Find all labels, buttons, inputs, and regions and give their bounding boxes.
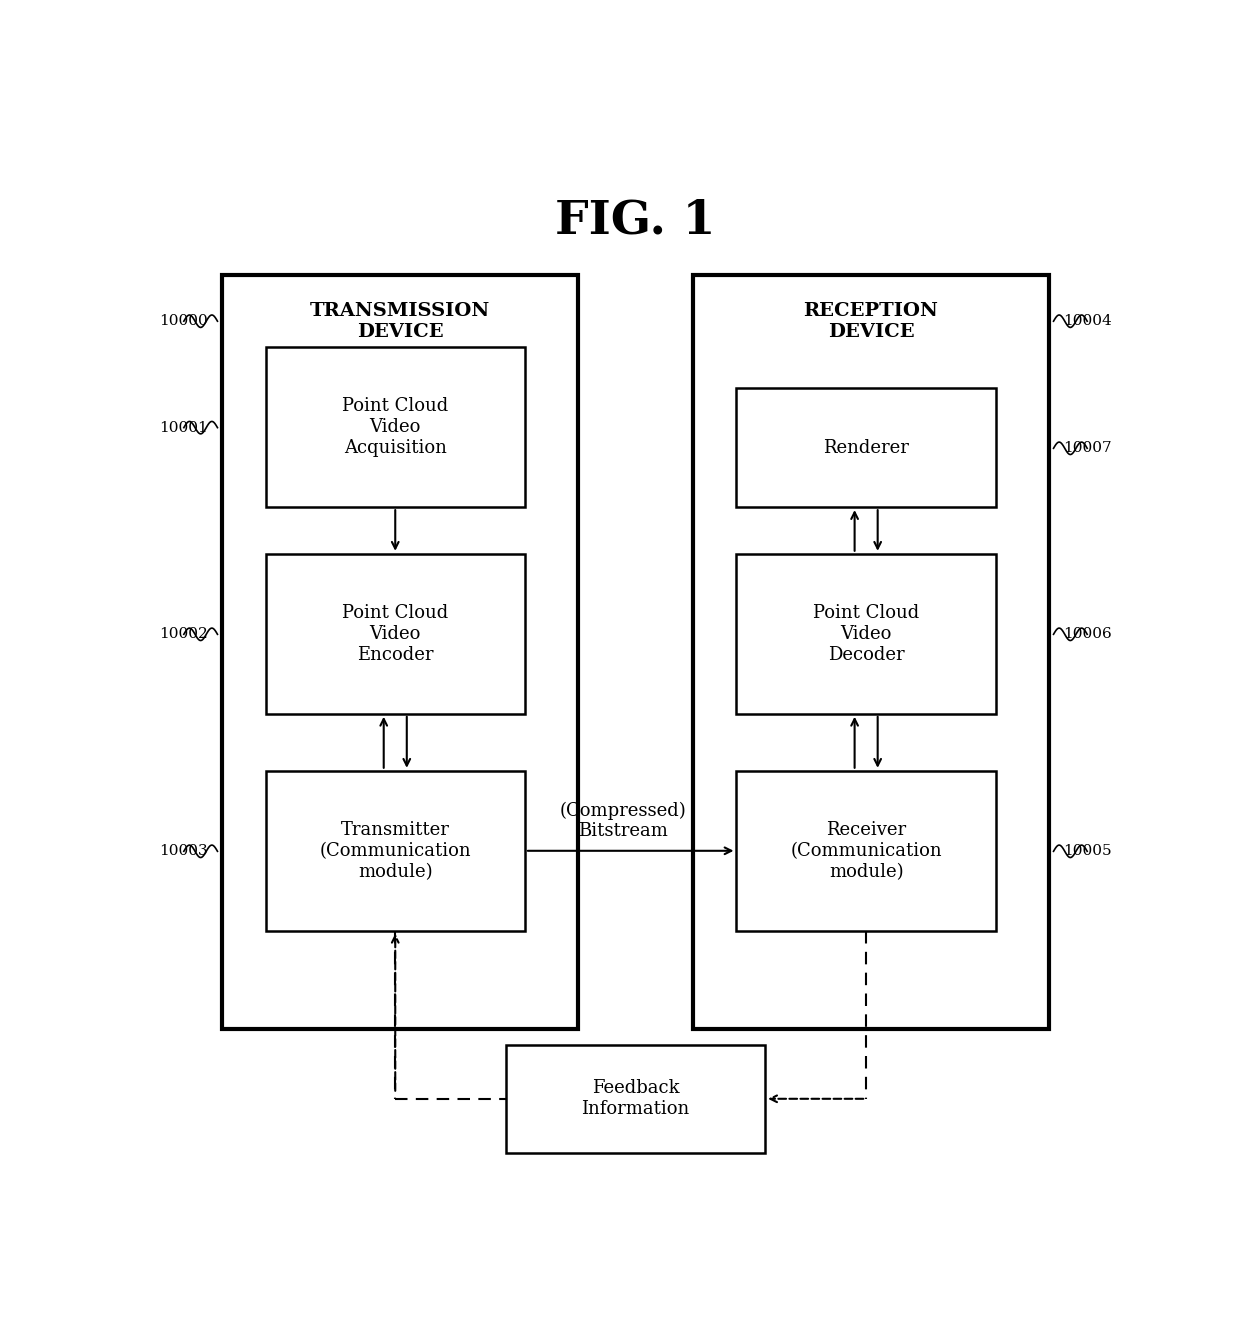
Bar — [693, 275, 1049, 1029]
Bar — [737, 388, 996, 507]
Text: 10002: 10002 — [160, 627, 208, 641]
Text: TRANSMISSION
DEVICE: TRANSMISSION DEVICE — [310, 302, 490, 341]
Text: Renderer: Renderer — [823, 439, 909, 456]
Text: 10001: 10001 — [160, 420, 208, 435]
Bar — [506, 1044, 765, 1153]
Bar — [265, 348, 525, 507]
Text: 10004: 10004 — [1063, 314, 1111, 329]
Text: Point Cloud
Video
Encoder: Point Cloud Video Encoder — [342, 604, 449, 663]
Text: 10003: 10003 — [160, 844, 208, 859]
Text: Point Cloud
Video
Decoder: Point Cloud Video Decoder — [813, 604, 919, 663]
Text: Feedback
Information: Feedback Information — [582, 1079, 689, 1118]
Text: RECEPTION
DEVICE: RECEPTION DEVICE — [804, 302, 939, 341]
Bar — [737, 770, 996, 931]
Text: 10006: 10006 — [1063, 627, 1111, 641]
Text: FIG. 1: FIG. 1 — [556, 197, 715, 243]
Text: 10007: 10007 — [1063, 442, 1111, 455]
Text: 10000: 10000 — [160, 314, 208, 329]
Bar — [265, 554, 525, 714]
Bar — [737, 554, 996, 714]
Text: 10005: 10005 — [1063, 844, 1111, 859]
Text: Transmitter
(Communication
module): Transmitter (Communication module) — [320, 821, 471, 880]
Bar — [222, 275, 578, 1029]
Text: Point Cloud
Video
Acquisition: Point Cloud Video Acquisition — [342, 397, 449, 456]
Text: Receiver
(Communication
module): Receiver (Communication module) — [790, 821, 942, 880]
Text: (Compressed)
Bitstream: (Compressed) Bitstream — [559, 801, 687, 840]
Bar — [265, 770, 525, 931]
